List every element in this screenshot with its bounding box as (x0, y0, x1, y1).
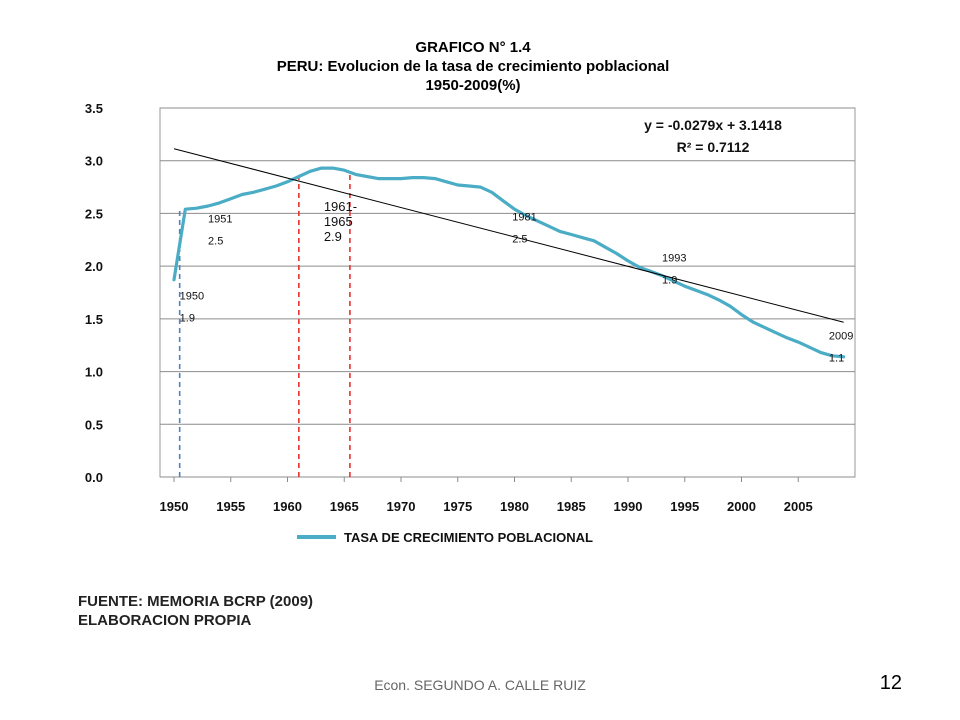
x-tick-label: 2005 (784, 499, 813, 514)
x-tick-label: 1990 (614, 499, 643, 514)
grid (159, 107, 856, 478)
source-line: FUENTE: MEMORIA BCRP (2009) (78, 593, 314, 610)
data-annotation: 1965 (324, 214, 353, 229)
chart-subtitle: PERU: Evolucion de la tasa de crecimient… (277, 58, 670, 75)
x-tick-label: 1955 (216, 499, 245, 514)
y-tick-label: 1.5 (85, 312, 103, 327)
y-tick-label: 0.0 (85, 470, 103, 485)
plot-area (159, 107, 856, 478)
reference-lines (178, 171, 351, 477)
y-tick-label: 3.0 (85, 154, 103, 169)
y-tick-label: 2.0 (85, 259, 103, 274)
source-note: FUENTE: MEMORIA BCRP (2009) ELABORACION … (78, 592, 313, 630)
elaboration-line: ELABORACION PROPIA (78, 612, 252, 629)
y-tick-label: 2.5 (85, 206, 103, 221)
data-annotation: 1951 (208, 213, 232, 225)
x-tick-label: 1985 (557, 499, 586, 514)
x-tick-label: 1950 (160, 499, 189, 514)
x-tick-label: 1965 (330, 499, 359, 514)
x-tick-label: 1995 (670, 499, 699, 514)
chart-subtitle-years: 1950-2009(%) (425, 77, 520, 94)
y-tick-label: 3.5 (85, 101, 103, 116)
data-annotation: 1.9 (662, 274, 677, 286)
data-annotation: 1993 (662, 252, 686, 264)
trend-equation: y = -0.0279x + 3.1418 R² = 0.7112 (644, 117, 782, 155)
x-axis: 1950 1955 1960 1965 1970 1975 1980 1985 1990 1995… (160, 477, 813, 514)
footer-author: Econ. SEGUNDO A. CALLE RUIZ (374, 677, 586, 693)
data-annotation: 1950 (180, 290, 204, 302)
equation-line: y = -0.0279x + 3.1418 (644, 117, 782, 133)
data-annotation: 2.9 (324, 229, 342, 244)
trend-line (173, 148, 844, 323)
legend: TASA DE CRECIMIENTO POBLACIONAL (297, 530, 593, 545)
equation-line: R² = 0.7112 (677, 139, 750, 155)
y-tick-label: 1.0 (85, 365, 103, 380)
data-annotation: 1961- (324, 199, 357, 214)
x-tick-label: 2000 (727, 499, 756, 514)
x-tick-label: 1975 (443, 499, 472, 514)
data-annotation: 2009 (829, 330, 853, 342)
data-annotation: 2.5 (208, 235, 223, 247)
legend-label: TASA DE CRECIMIENTO POBLACIONAL (344, 530, 593, 545)
series-line-tasa (172, 166, 846, 359)
x-tick-label: 1970 (387, 499, 416, 514)
data-annotation: 1981 (512, 211, 536, 223)
page-number: 12 (879, 672, 902, 694)
data-annotation: 1.1 (829, 352, 844, 364)
chart-title: GRAFICO N° 1.4 (415, 39, 531, 56)
y-tick-label: 0.5 (85, 417, 103, 432)
x-tick-label: 1960 (273, 499, 302, 514)
data-annotation: 1.9 (180, 312, 195, 324)
series-group (172, 148, 846, 359)
y-axis: 0.0 0.5 1.0 1.5 2.0 2.5 3.0 3.5 (85, 101, 103, 485)
data-annotation: 2.5 (512, 233, 527, 245)
x-tick-label: 1980 (500, 499, 529, 514)
